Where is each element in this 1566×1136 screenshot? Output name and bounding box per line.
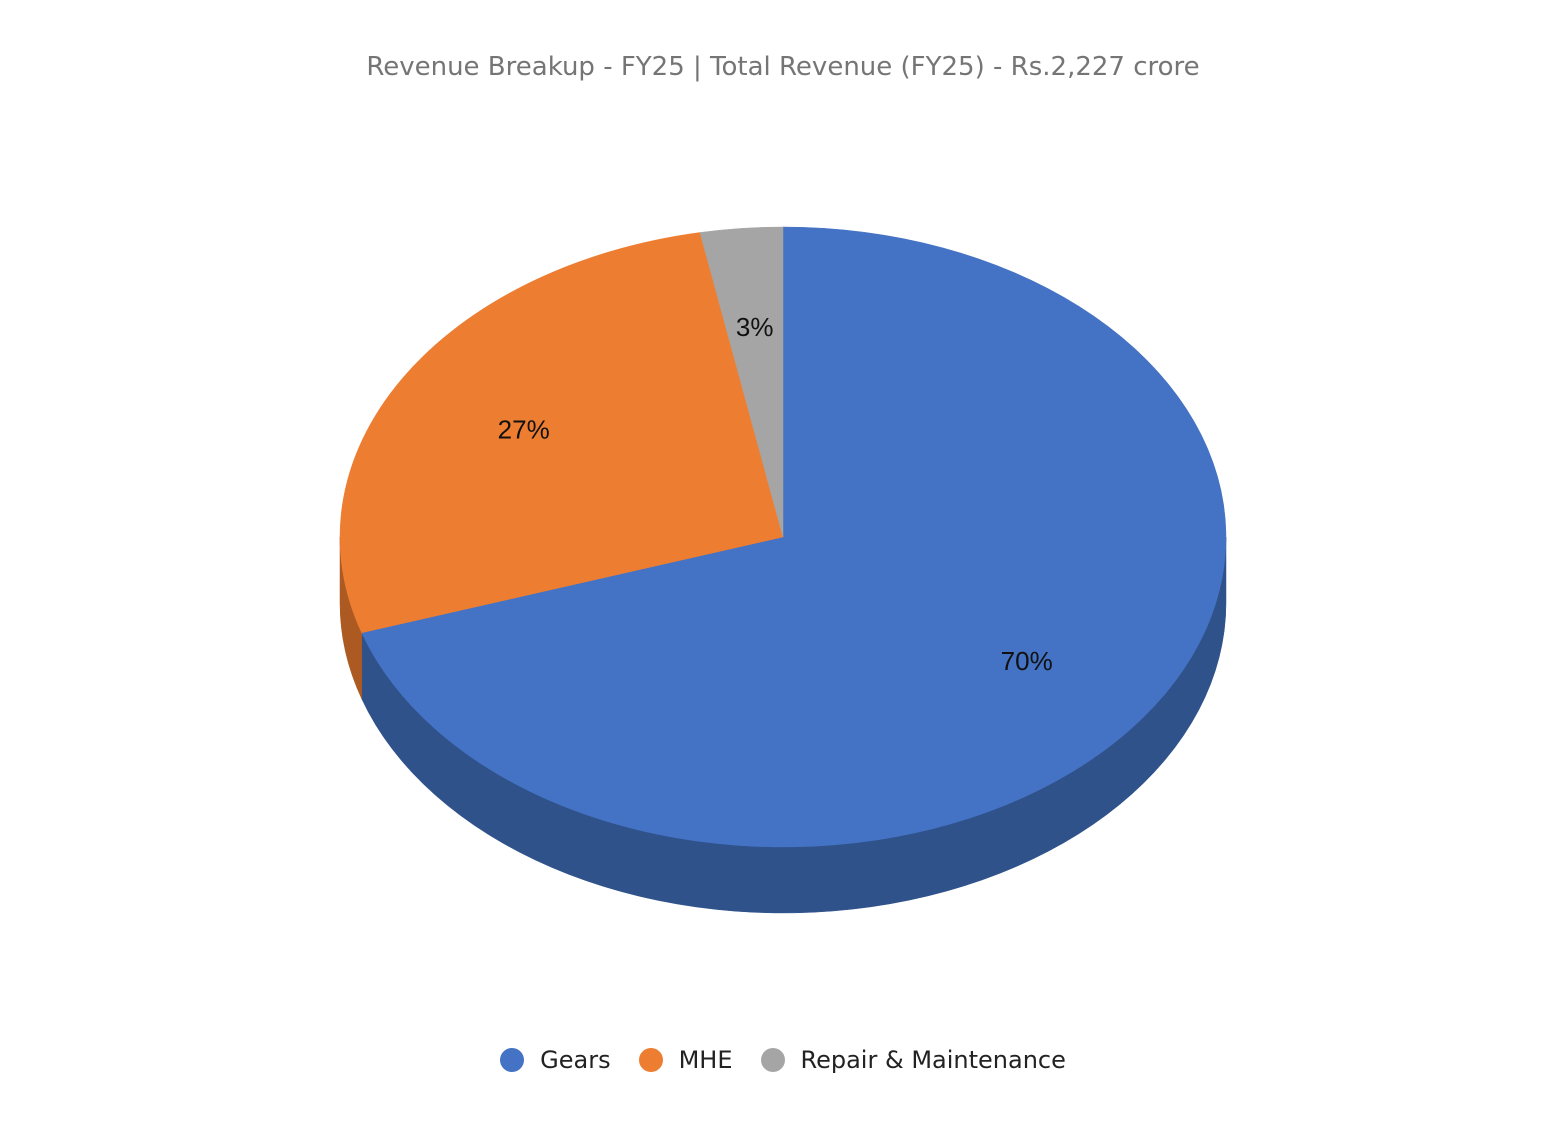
legend-item-repair-and-maintenance: Repair & Maintenance bbox=[760, 1046, 1066, 1074]
legend-swatch-mhe bbox=[638, 1048, 663, 1072]
legend-label-gears: Gears bbox=[540, 1046, 611, 1074]
legend-item-mhe: MHE bbox=[638, 1046, 733, 1074]
pie-slice-repair-and-maintenance bbox=[699, 226, 784, 538]
legend-item-gears: Gears bbox=[500, 1046, 611, 1074]
legend-swatch-repair-and-maintenance bbox=[760, 1048, 785, 1072]
pie-labels: 70% 27% 3% bbox=[498, 312, 1053, 676]
data-label-mhe: 27% bbox=[498, 415, 550, 445]
legend: Gears MHE Repair & Maintenance bbox=[0, 1046, 1566, 1074]
legend-label-mhe: MHE bbox=[678, 1046, 733, 1074]
pie-slice-gears bbox=[361, 226, 1227, 848]
pie-slices bbox=[339, 226, 1227, 848]
data-label-repair-and-maintenance: 3% bbox=[736, 312, 774, 342]
legend-label-repair-and-maintenance: Repair & Maintenance bbox=[800, 1046, 1066, 1074]
pie-slice-mhe bbox=[339, 232, 784, 634]
data-label-gears: 70% bbox=[1001, 646, 1053, 676]
chart-title: Revenue Breakup - FY25 | Total Revenue (… bbox=[366, 52, 1200, 82]
legend-swatch-gears bbox=[500, 1048, 525, 1072]
